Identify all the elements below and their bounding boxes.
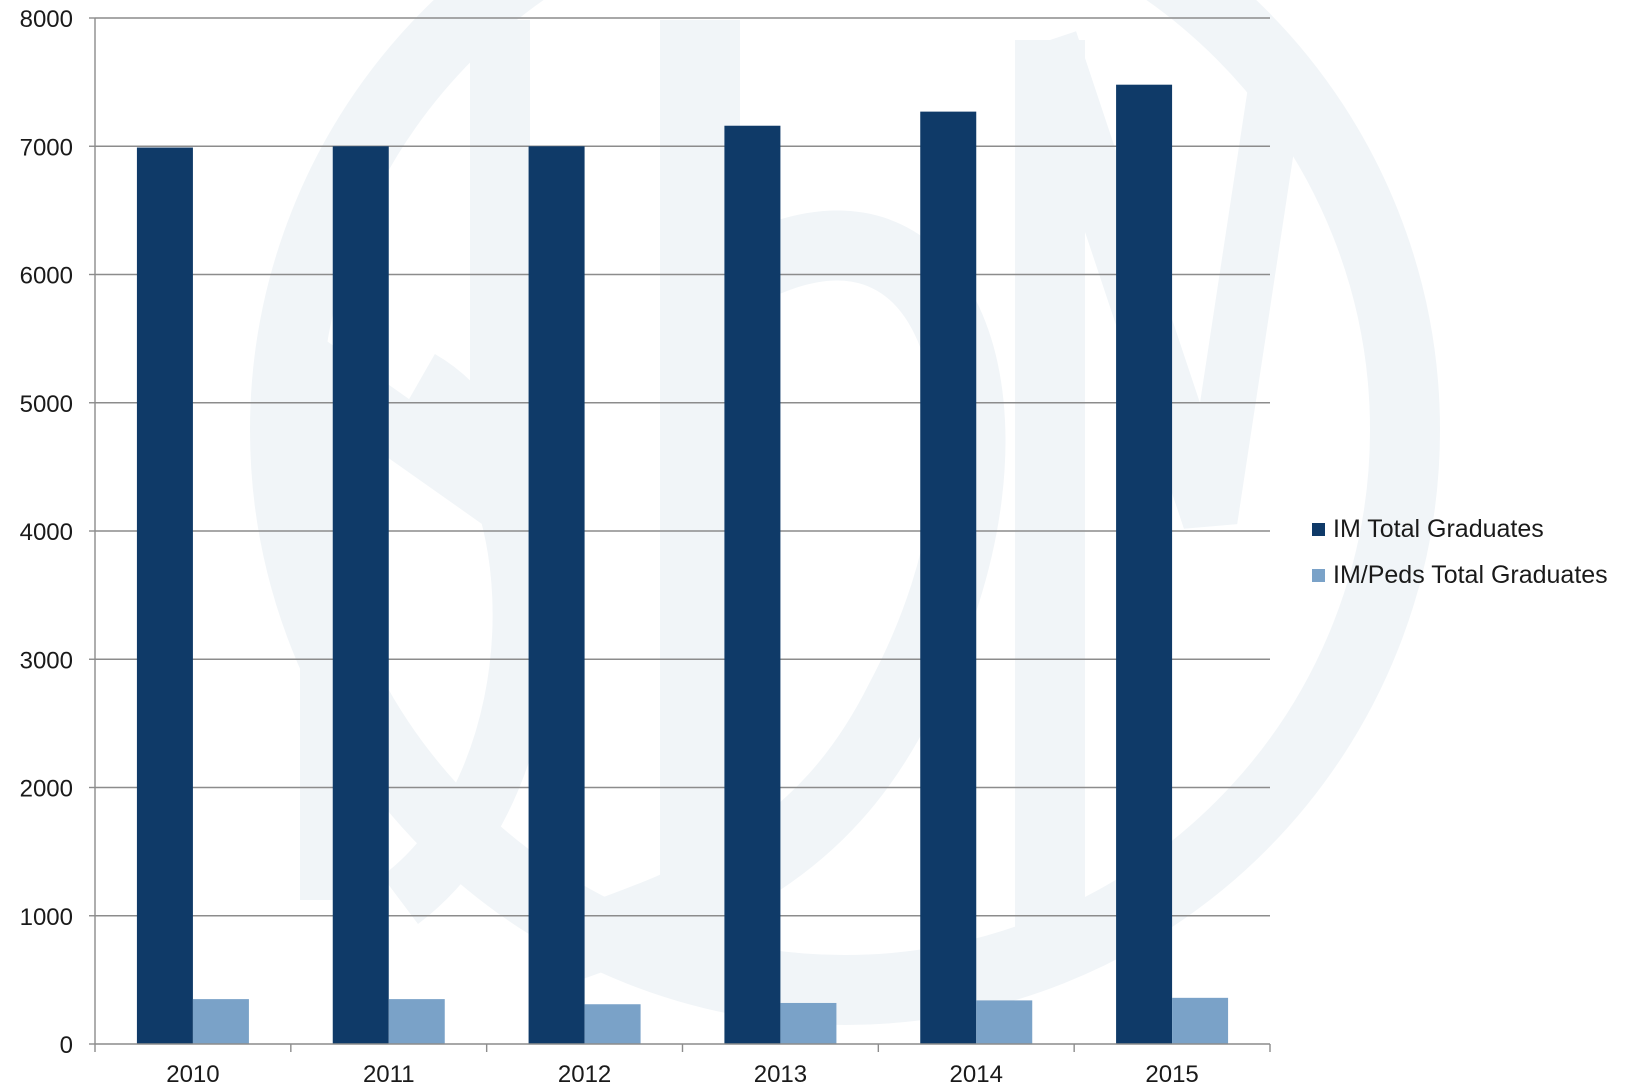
legend-item-im-total: IM Total Graduates [1312,506,1608,552]
x-tick-label-2014: 2014 [950,1061,1003,1085]
legend-swatch-im-total [1312,522,1325,536]
bar-im-peds-total-2014 [976,1000,1033,1044]
legend-label-im-peds-total: IM/Peds Total Graduates [1333,560,1608,589]
legend: IM Total Graduates IM/Peds Total Graduat… [1312,506,1608,598]
y-tick-label-0: 0 [60,1032,73,1059]
y-tick-label-2000: 2000 [20,776,73,803]
bar-im-peds-total-2013 [780,1002,837,1044]
x-tick-label-2012: 2012 [558,1061,611,1085]
gridlines [95,17,1270,917]
bar-im-total-2015 [1116,84,1173,1044]
bar-im-peds-total-2012 [584,1004,641,1044]
bars [136,84,1229,1045]
legend-item-im-peds-total: IM/Peds Total Graduates [1312,552,1608,598]
bar-im-total-2010 [136,147,193,1045]
y-tick-labels: 0 1000 2000 3000 4000 5000 6000 7000 8000 [20,6,73,1059]
x-tick-labels: 2010 2011 2012 2013 2014 2015 [166,1061,1199,1088]
y-tick-label-3000: 3000 [20,647,73,674]
bar-im-total-2013 [724,125,781,1045]
x-tick-label-2013: 2013 [754,1061,807,1085]
y-tick-label-7000: 7000 [20,134,73,161]
bar-im-total-2012 [528,146,585,1044]
watermark-logo [250,0,1440,1025]
x-tick-label-2011: 2011 [363,1061,415,1085]
x-tick-label-2015: 2015 [1145,1061,1198,1085]
y-tick-label-4000: 4000 [20,519,73,546]
legend-swatch-im-peds-total [1312,568,1325,582]
y-tick-label-6000: 6000 [20,263,73,290]
legend-label-im-total: IM Total Graduates [1333,514,1544,543]
x-tick-label-2010: 2010 [166,1061,219,1085]
y-tick-label-8000: 8000 [20,6,73,33]
y-tick-label-1000: 1000 [20,904,73,931]
bar-im-peds-total-2010 [192,999,249,1044]
bar-im-total-2014 [920,111,977,1044]
bar-im-total-2011 [332,146,389,1044]
bar-im-peds-total-2015 [1172,997,1229,1044]
y-tick-label-5000: 5000 [20,391,73,418]
axes [89,17,1271,1052]
bar-im-peds-total-2011 [388,999,445,1044]
